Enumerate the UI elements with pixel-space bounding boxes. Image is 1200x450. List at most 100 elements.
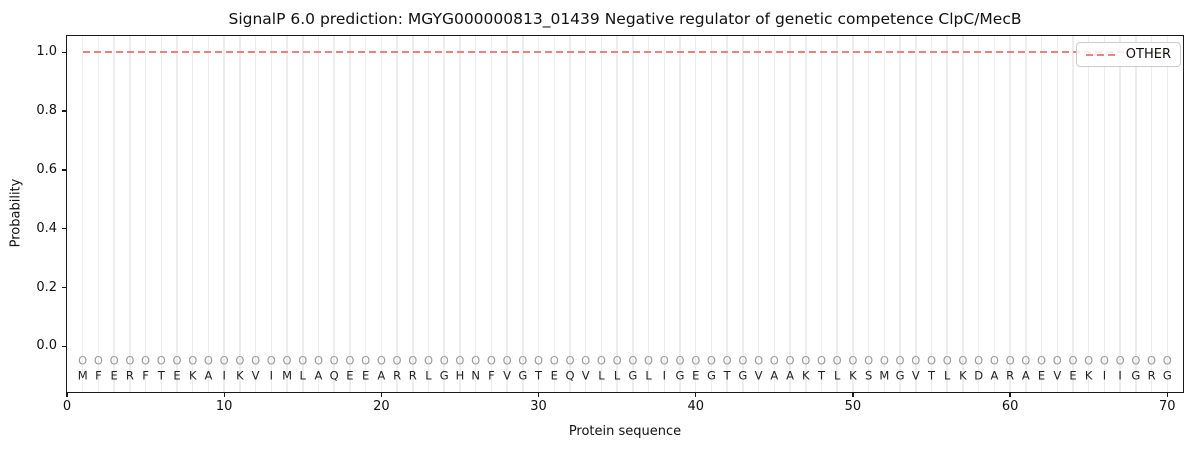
gridline	[584, 36, 587, 392]
sequence-letter: L	[613, 368, 621, 383]
prediction-marker: O	[345, 353, 355, 368]
sequence-letter: V	[911, 368, 920, 383]
gridline	[915, 36, 917, 392]
y-axis-label: Probability	[8, 178, 24, 248]
prediction-marker: O	[534, 353, 544, 368]
x-tick-label: 60	[1001, 399, 1019, 414]
gridline	[490, 36, 493, 392]
prediction-marker: O	[376, 353, 386, 368]
gridline	[805, 36, 807, 392]
gridline	[176, 36, 178, 392]
sequence-letter: V	[1053, 368, 1062, 383]
sequence-letter: E	[173, 368, 181, 383]
prediction-marker: O	[1005, 353, 1015, 368]
y-tick-mark	[62, 228, 66, 230]
gridline	[270, 36, 273, 392]
gridline	[364, 36, 367, 392]
prediction-marker: O	[659, 353, 669, 368]
gridline	[81, 36, 84, 392]
gridline	[867, 36, 870, 392]
gridline	[427, 36, 430, 392]
y-tick-label: 0.0	[36, 338, 57, 354]
gridline	[710, 36, 713, 392]
prediction-marker: O	[313, 353, 324, 368]
sequence-letter: L	[425, 368, 432, 383]
gridline	[993, 36, 996, 392]
sequence-letter: E	[346, 368, 354, 383]
sequence-letter: G	[628, 368, 638, 383]
prediction-marker: O	[1115, 353, 1125, 368]
sequence-letter: I	[1102, 368, 1107, 383]
prediction-marker: O	[408, 353, 418, 368]
sequence-letter: L	[299, 368, 306, 383]
prediction-marker: O	[1052, 353, 1062, 368]
prediction-marker: O	[706, 353, 716, 368]
sequence-letter: G	[1131, 368, 1141, 383]
sequence-letter: M	[282, 368, 293, 383]
gridline	[97, 36, 100, 392]
y-tick-label: 0.4	[36, 220, 57, 236]
sequence-letter: I	[269, 368, 274, 383]
prediction-marker: O	[486, 353, 496, 368]
prediction-marker: O	[974, 353, 984, 368]
gridline	[1166, 36, 1169, 392]
prediction-marker: O	[879, 353, 889, 368]
x-tick-mark	[852, 393, 854, 397]
legend: OTHER	[1075, 42, 1181, 67]
sequence-letter: V	[503, 368, 512, 383]
sequence-letter: K	[959, 368, 967, 383]
gridline	[616, 36, 618, 392]
sequence-letter: M	[77, 368, 88, 383]
prediction-marker: O	[691, 353, 701, 368]
sequence-letter: R	[1147, 368, 1156, 383]
prediction-marker: O	[738, 353, 748, 368]
y-tick-mark	[62, 345, 66, 348]
gridline	[569, 36, 571, 392]
sequence-letter: V	[754, 368, 763, 383]
sequence-letter: G	[439, 368, 449, 383]
sequence-letter: T	[723, 368, 731, 383]
gridline	[757, 36, 760, 392]
sequence-letter: F	[488, 368, 495, 383]
sequence-letter: K	[188, 368, 197, 383]
x-tick-label: 10	[215, 399, 233, 414]
sequence-letter: G	[738, 368, 748, 383]
gridline	[1119, 36, 1121, 392]
legend-label-other: OTHER	[1125, 47, 1171, 62]
x-tick-mark	[223, 393, 225, 397]
prediction-marker: O	[471, 353, 481, 368]
gridline	[443, 36, 445, 392]
sequence-letter: L	[833, 368, 841, 383]
y-tick-mark	[62, 51, 66, 53]
sequence-letter: L	[645, 368, 652, 383]
sequence-letter: R	[1006, 368, 1015, 383]
gridline	[474, 36, 477, 392]
prediction-marker: O	[93, 353, 103, 368]
prediction-marker: O	[816, 353, 826, 368]
prediction-marker: O	[502, 353, 512, 368]
gridline	[223, 36, 225, 392]
prediction-marker: O	[282, 353, 292, 368]
x-tick-label: 0	[62, 399, 72, 414]
sequence-letter: K	[801, 368, 810, 383]
sequence-letter: K	[1084, 368, 1093, 383]
sequence-letter: T	[927, 368, 936, 383]
gridline	[317, 36, 320, 392]
gridline	[930, 36, 933, 392]
x-tick-mark	[695, 393, 697, 397]
legend-dashed-line-icon	[1085, 53, 1118, 56]
prediction-marker: O	[125, 353, 135, 368]
prediction-marker: O	[172, 353, 182, 368]
gridline	[129, 36, 131, 392]
sequence-letter: L	[598, 368, 605, 383]
prediction-marker: O	[942, 353, 952, 368]
sequence-letter: A	[990, 368, 999, 383]
sequence-letter: A	[204, 368, 213, 383]
prediction-marker: O	[612, 353, 622, 368]
gridline	[254, 36, 257, 392]
prediction-marker: O	[581, 353, 591, 368]
y-tick-label: 0.6	[36, 161, 57, 177]
sequence-letter: R	[408, 368, 417, 383]
prediction-marker: O	[675, 353, 685, 368]
